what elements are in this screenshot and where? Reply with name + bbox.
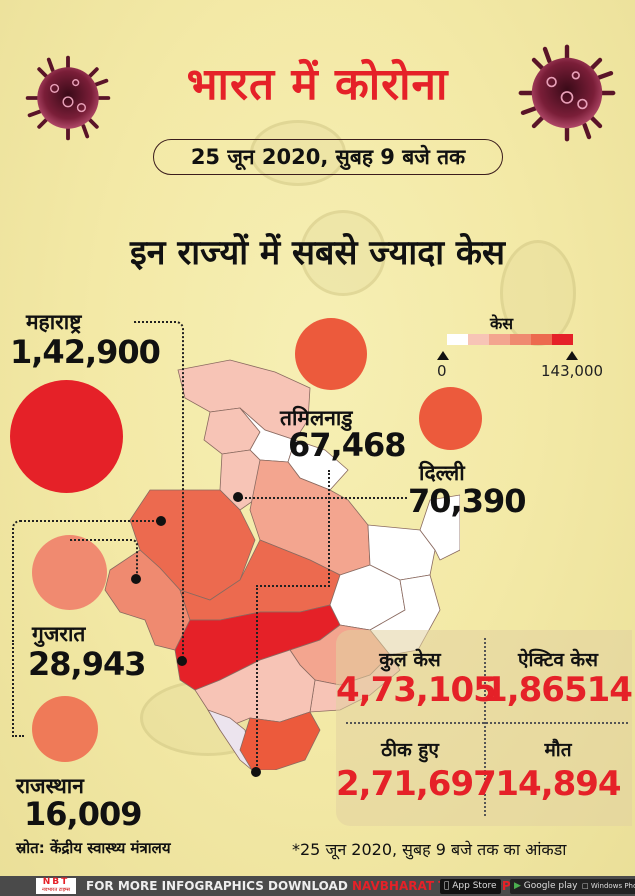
- nbt-logo[interactable]: NBT नवभारत टाइम्स: [36, 878, 76, 894]
- map-pin-delhi: [233, 492, 243, 502]
- map-pin-gujarat: [131, 574, 141, 584]
- stat-value-total: 4,73,105: [336, 670, 497, 710]
- leader-line-rajasthan-bottom: [12, 640, 24, 737]
- map-state-kerala: [207, 709, 253, 770]
- leader-line-maharashtra: [134, 321, 184, 663]
- footnote: *25 जून 2020, सुबह 9 बजे तक का आंकडा: [292, 840, 567, 859]
- leader-line-gujarat: [70, 539, 138, 579]
- legend-min-marker: [437, 351, 449, 360]
- stats-divider-horizontal: [346, 722, 628, 724]
- app-store-badge[interactable]:  App Store: [440, 879, 501, 894]
- stat-label-total: कुल केस: [379, 649, 441, 671]
- summary-stats-panel: कुल केस 4,73,105 ऐक्टिव केस 1,86514 ठीक …: [336, 630, 633, 826]
- bubble-rajasthan: [32, 696, 98, 762]
- stat-label-deaths: मौत: [544, 739, 572, 761]
- section-title: इन राज्यों में सबसे ज्यादा केस: [129, 233, 506, 273]
- leader-line-tamilnadu-upper: [256, 470, 330, 587]
- stat-value-active: 1,86514: [484, 670, 633, 710]
- page-title: भारत में कोरोना: [186, 59, 449, 110]
- state-value-gujarat: 28,943: [28, 645, 146, 683]
- bubble-delhi: [419, 387, 482, 450]
- state-value-maharashtra: 1,42,900: [10, 333, 161, 371]
- legend-max-label: 143,000: [541, 362, 604, 380]
- windows-phone-badge[interactable]: □ Windows Phone: [578, 879, 635, 894]
- state-name-gujarat: गुजरात: [32, 622, 86, 646]
- bubble-tamil-nadu: [295, 318, 367, 390]
- stat-value-recovered: 2,71,697: [336, 764, 497, 804]
- leader-line-delhi: [237, 497, 407, 499]
- source-credit: स्रोत: केंद्रीय स्वास्थ्य मंत्रालय: [16, 839, 171, 857]
- stats-divider-vertical: [484, 638, 486, 816]
- state-name-maharashtra: महाराष्ट्र: [26, 310, 82, 334]
- stat-label-recovered: ठीक हुए: [381, 739, 439, 761]
- state-value-delhi: 70,390: [408, 482, 526, 520]
- stat-value-deaths: 14,894: [495, 764, 621, 804]
- leader-line-rajasthan-top: [12, 520, 162, 642]
- state-value-rajasthan: 16,009: [24, 795, 142, 833]
- state-name-tamil-nadu: तमिलनाडु: [280, 406, 353, 430]
- google-play-badge[interactable]: ▶ Google play: [510, 879, 582, 894]
- state-name-delhi: दिल्ली: [419, 461, 465, 485]
- map-state-northeast: [419, 494, 460, 561]
- map-state-tamil-nadu: [239, 711, 321, 770]
- coronavirus-icon-right: [518, 44, 616, 142]
- coronavirus-icon-left: [25, 55, 111, 141]
- state-name-rajasthan: राजस्थान: [16, 774, 84, 798]
- stat-label-active: ऐक्टिव केस: [518, 649, 598, 671]
- bubble-gujarat: [32, 535, 107, 610]
- legend-color-scale: [447, 334, 573, 345]
- map-pin-maharashtra: [177, 656, 187, 666]
- legend-title: केस: [490, 314, 514, 333]
- background-blob: [300, 210, 386, 296]
- background-blob: [250, 120, 346, 186]
- leader-line-tamilnadu-lower: [256, 585, 258, 770]
- legend-max-marker: [566, 351, 578, 360]
- footer-banner: NBT नवभारत टाइम्स FOR MORE INFOGRAPHICS …: [0, 876, 635, 896]
- map-pin-tamil-nadu: [251, 767, 261, 777]
- bubble-maharashtra: [10, 380, 123, 493]
- map-pin-rajasthan: [156, 516, 166, 526]
- date-badge: 25 जून 2020, सुबह 9 बजे तक: [153, 139, 503, 175]
- state-value-tamil-nadu: 67,468: [288, 426, 406, 464]
- legend-min-label: 0: [437, 362, 447, 380]
